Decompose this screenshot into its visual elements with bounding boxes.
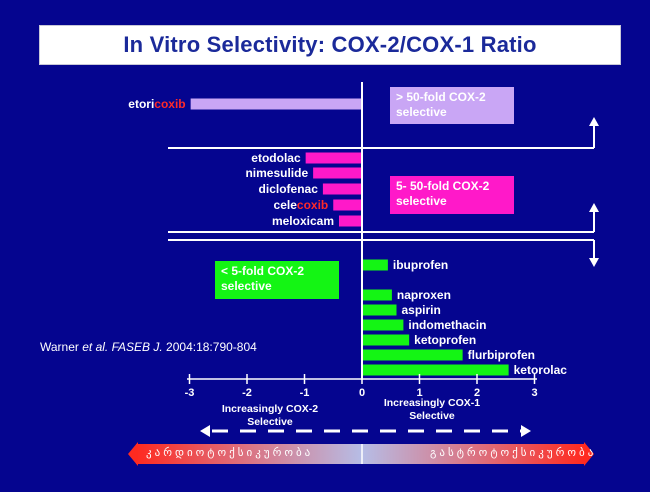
label-ibuprofen: ibuprofen — [393, 258, 448, 272]
bar-celecoxib — [333, 199, 362, 211]
tick-label-2: 2 — [474, 387, 480, 399]
five-to-50-fold-line1: 5- 50-fold COX-2 — [396, 179, 490, 193]
tick-label-1: 1 — [416, 387, 422, 399]
slide-title: In Vitro Selectivity: COX-2/COX-1 Ratio — [123, 32, 537, 57]
bar-etoricoxib — [190, 98, 362, 110]
label-etoricoxib: etoricoxib — [128, 97, 185, 111]
up-arrow-middle — [589, 203, 599, 232]
label-celecoxib: celecoxib — [274, 198, 329, 212]
bar-naproxen — [362, 289, 392, 301]
label-aspirin: aspirin — [402, 303, 441, 317]
five-to-50-fold-line2: selective — [396, 194, 447, 208]
over-50-fold-box: > 50-fold COX-2 selective — [390, 87, 514, 124]
bar-ketoprofen — [362, 334, 410, 346]
risk-bar — [128, 442, 594, 466]
cardiotoxicity-label: კარდიოტოქსიკურობა — [146, 446, 314, 459]
label-nimesulide: nimesulide — [245, 166, 308, 180]
label-naproxen: naproxen — [397, 288, 451, 302]
citation-post: 2004:18:790-804 — [162, 340, 257, 354]
label-ketoprofen: ketoprofen — [414, 333, 476, 347]
selectivity-double-arrow — [200, 425, 531, 437]
under-5-fold-line1: < 5-fold COX-2 — [221, 264, 305, 278]
caption-cox2-line1: Increasingly COX-2 — [222, 403, 318, 415]
label-diclofenac: diclofenac — [259, 182, 319, 196]
citation-italic: et al. FASEB J. — [82, 340, 163, 354]
over-50-fold-line1: > 50-fold COX-2 — [396, 90, 486, 104]
tick-label--3: -3 — [185, 387, 195, 399]
bar-aspirin — [362, 304, 397, 316]
tick-label-3: 3 — [531, 387, 537, 399]
under-5-fold-box: < 5-fold COX-2 selective — [215, 261, 339, 299]
citation-pre: Warner — [40, 340, 83, 354]
caption-cox1-line2: Selective — [409, 410, 455, 422]
bar-etodolac — [305, 152, 362, 164]
label-indomethacin: indomethacin — [408, 318, 486, 332]
under-5-fold-line2: selective — [221, 279, 272, 293]
citation: Warner et al. FASEB J. 2004:18:790-804 — [40, 340, 257, 354]
bar-diclofenac — [322, 183, 362, 195]
caption-cox2-line2: Selective — [247, 416, 293, 428]
over-50-fold-line2: selective — [396, 105, 447, 119]
bar-nimesulide — [313, 167, 362, 179]
bar-flurbiprofen — [362, 349, 463, 361]
tick-label--1: -1 — [300, 387, 310, 399]
up-arrow-top — [589, 117, 599, 148]
bar-ibuprofen — [362, 259, 388, 271]
bar-indomethacin — [362, 319, 404, 331]
five-to-50-fold-box: 5- 50-fold COX-2 selective — [390, 176, 514, 214]
down-arrow-bottom — [589, 240, 599, 267]
tick-label--2: -2 — [242, 387, 252, 399]
title-box: In Vitro Selectivity: COX-2/COX-1 Ratio — [39, 25, 621, 65]
bar-ketorolac — [362, 364, 509, 376]
label-ketorolac: ketorolac — [514, 363, 568, 377]
gastrotoxicity-label: გასტროტოქსიკურობა — [430, 446, 597, 459]
label-meloxicam: meloxicam — [272, 214, 334, 228]
label-etodolac: etodolac — [251, 151, 301, 165]
bar-meloxicam — [339, 215, 362, 227]
label-flurbiprofen: flurbiprofen — [468, 348, 535, 362]
caption-cox1-line1: Increasingly COX-1 — [384, 397, 480, 409]
tick-label-0: 0 — [359, 387, 365, 399]
